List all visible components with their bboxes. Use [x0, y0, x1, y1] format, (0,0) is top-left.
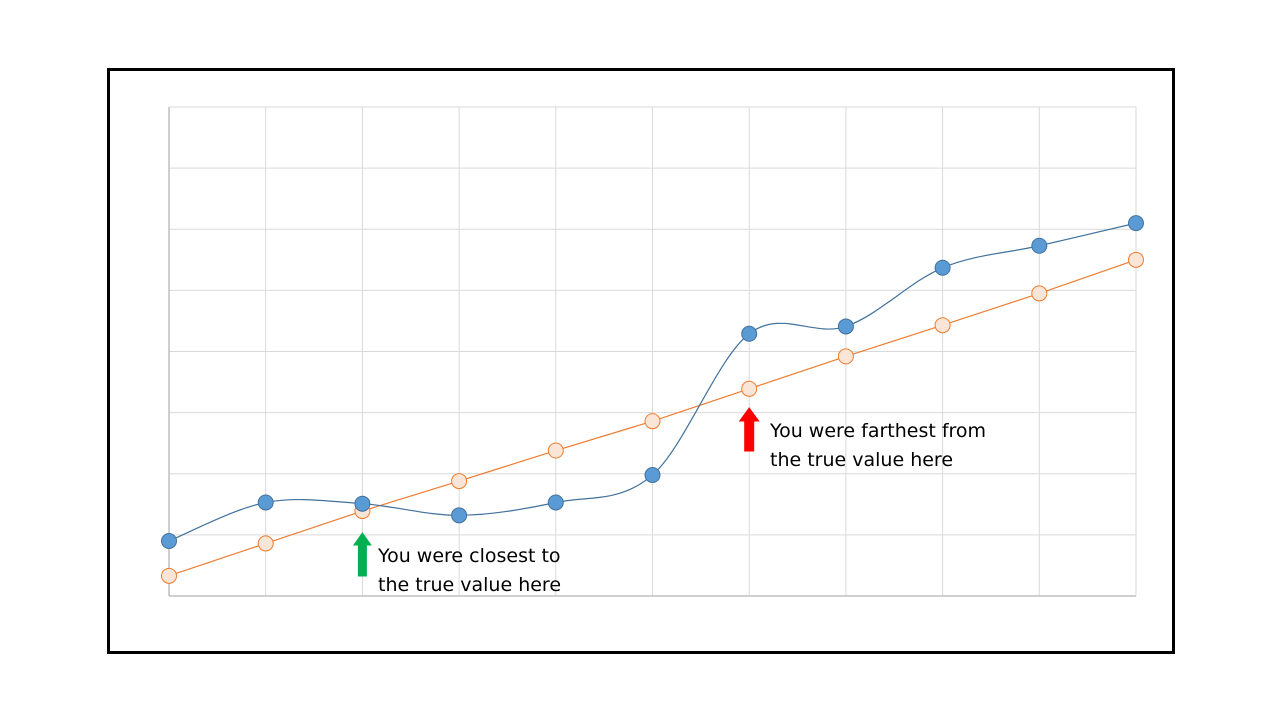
series-1-point [451, 507, 468, 524]
series-2-point [257, 535, 274, 552]
series-1-line [168, 222, 1137, 542]
annotation-farthest-line-1: You were farthest from [770, 420, 987, 442]
annotation-farthest: You were farthest from the true value he… [770, 417, 986, 475]
series-1-point [1128, 215, 1144, 232]
annotation-closest: You were closest to the true value here [378, 542, 561, 600]
series-2-point [741, 380, 758, 397]
series-2-point [1128, 251, 1144, 268]
annotation-arrows [352, 407, 760, 577]
green-up-arrow-icon [352, 532, 372, 577]
series-1-point [837, 318, 854, 335]
series-1-point [934, 259, 951, 276]
series-1-point [161, 532, 177, 549]
series-2-point [934, 317, 951, 334]
series-1-point [741, 325, 758, 342]
series-2-point [161, 567, 177, 584]
axes [168, 107, 1136, 597]
series-1 [161, 215, 1144, 549]
series-2-point [451, 473, 468, 490]
red-up-arrow-icon [738, 407, 760, 452]
series-1-point [257, 494, 274, 511]
annotation-closest-line-1: You were closest to [378, 545, 561, 567]
series-2-point [547, 442, 564, 459]
series-1-point [547, 494, 564, 511]
series-2-point [644, 413, 661, 430]
annotation-closest-line-2: the true value here [378, 574, 562, 596]
series-group [161, 215, 1144, 584]
annotation-farthest-line-2: the true value here [770, 449, 954, 471]
series-2-point [1031, 285, 1048, 302]
series-2-point [837, 348, 854, 365]
chart-frame [107, 68, 1175, 654]
series-1-point [644, 466, 661, 483]
series-1-point [1031, 237, 1048, 254]
series-1-point [354, 495, 371, 512]
series-2 [161, 251, 1144, 584]
gridlines [169, 106, 1137, 596]
